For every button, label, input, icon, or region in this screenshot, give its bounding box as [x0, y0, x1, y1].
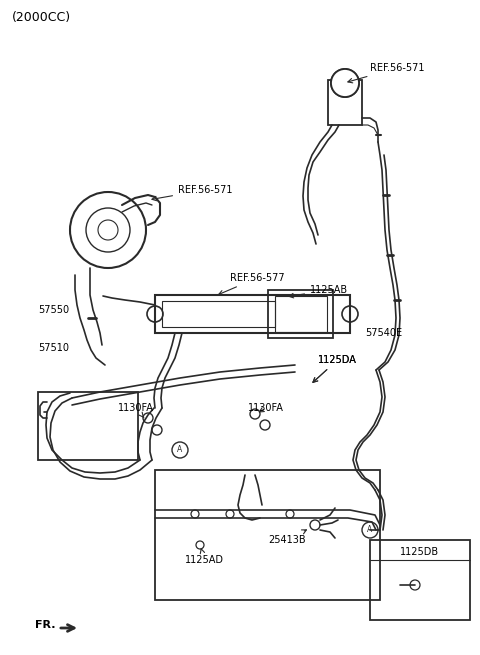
Text: 1125AD: 1125AD	[185, 549, 224, 565]
Bar	[155, 295, 350, 333]
Bar	[162, 301, 275, 327]
Text: 57540E: 57540E	[365, 328, 402, 338]
Bar	[328, 80, 362, 125]
Text: 1130FA: 1130FA	[118, 403, 154, 418]
Text: 1130FA: 1130FA	[248, 403, 284, 413]
Text: 57550: 57550	[38, 305, 69, 315]
Text: 25413B: 25413B	[268, 530, 306, 545]
Text: 1125DB: 1125DB	[400, 547, 440, 557]
Text: REF.56-571: REF.56-571	[152, 185, 232, 200]
Text: (2000CC): (2000CC)	[12, 12, 71, 24]
Text: REF.56-571: REF.56-571	[348, 63, 424, 83]
Text: 1125DA: 1125DA	[313, 355, 357, 383]
Bar	[275, 296, 327, 332]
Text: A: A	[178, 445, 182, 455]
Bar	[155, 470, 380, 600]
Text: A: A	[367, 525, 372, 534]
Circle shape	[331, 69, 359, 97]
Text: 1125AB: 1125AB	[289, 285, 348, 298]
Bar	[268, 290, 333, 338]
Text: FR.: FR.	[35, 620, 56, 630]
Bar	[38, 392, 138, 460]
Text: REF.56-577: REF.56-577	[219, 273, 285, 295]
Text: 57510: 57510	[38, 343, 69, 353]
Bar	[370, 540, 470, 620]
Text: 1125DA: 1125DA	[313, 355, 357, 383]
